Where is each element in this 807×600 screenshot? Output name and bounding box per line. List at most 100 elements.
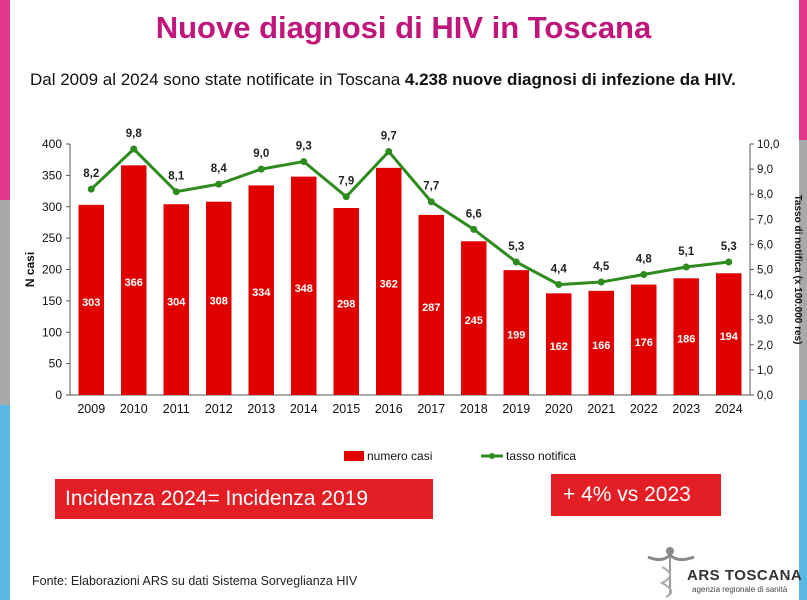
edge-stripe-pink	[0, 0, 10, 200]
y2-tick-label: 6,0	[757, 239, 773, 251]
x-tick-label: 2019	[502, 402, 530, 416]
bar-value-label: 162	[550, 341, 568, 353]
tasso-point	[597, 278, 605, 286]
bar-value-label: 304	[167, 297, 186, 309]
y2-axis-title: Tasso di notifica (x 100.000 res)	[792, 195, 803, 345]
bar-2017	[418, 214, 444, 395]
logo-name: ARS TOSCANA	[687, 567, 803, 584]
tasso-label: 8,1	[168, 171, 185, 183]
subtitle-text: Dal 2009 al 2024 sono state notificate i…	[30, 70, 405, 89]
tasso-point	[87, 185, 95, 193]
y-tick-label: 300	[42, 200, 62, 214]
bar-2013	[248, 185, 274, 395]
legend-label-line: tasso notifica	[506, 449, 576, 463]
y2-tick-label: 8,0	[757, 189, 773, 201]
y2-tick-label: 0,0	[757, 390, 773, 402]
tasso-point	[300, 158, 308, 166]
bar-2012	[206, 201, 232, 395]
bar-2015	[333, 208, 359, 395]
bar-2019	[503, 270, 529, 395]
tasso-label: 4,5	[593, 261, 610, 273]
y-tick-label: 250	[42, 231, 62, 245]
ars-logo-mark	[647, 547, 695, 598]
tasso-label: 9,8	[126, 128, 143, 140]
legend-swatch-bars	[344, 451, 364, 461]
bar-value-label: 298	[337, 299, 355, 311]
y-tick-label: 50	[49, 357, 63, 371]
hiv-chart: 0 50 100 150 200 250 300 350 400 0,0 1,0 2,0 3,0 4,0 5…	[23, 128, 803, 463]
y-tick-label: 400	[42, 137, 62, 151]
tasso-line	[90, 146, 729, 287]
x-tick-label: 2018	[460, 402, 488, 416]
x-tick-label: 2021	[587, 402, 615, 416]
tasso-point	[682, 263, 690, 271]
y-tick-label: 100	[42, 325, 62, 339]
tasso-label: 5,3	[508, 241, 524, 253]
tasso-point	[725, 258, 733, 266]
x-tick-label: 2022	[630, 402, 658, 416]
tasso-point	[512, 258, 520, 266]
y2-tick-label: 7,0	[757, 214, 773, 226]
bar-2018	[461, 241, 487, 395]
bar-value-label: 186	[677, 334, 695, 346]
tasso-point	[130, 145, 138, 153]
x-tick-label: 2024	[715, 402, 743, 416]
tasso-label: 4,8	[636, 254, 653, 266]
y2-tick-label: 2,0	[757, 340, 773, 352]
x-tick-label: 2011	[163, 402, 190, 416]
bar-2014	[291, 176, 317, 395]
x-tick-label: 2012	[205, 402, 233, 416]
x-tick-label: 2015	[332, 402, 360, 416]
tasso-point	[257, 165, 265, 173]
tasso-label: 5,1	[678, 246, 695, 258]
y2-tick-label: 9,0	[757, 164, 773, 176]
bar-value-label: 199	[507, 330, 525, 342]
bar-2022	[631, 284, 657, 395]
source-note: Fonte: Elaborazioni ARS su dati Sistema …	[32, 574, 358, 588]
bar-value-label: 366	[125, 277, 143, 289]
bar-value-label: 194	[720, 331, 739, 343]
bar-value-label: 245	[465, 315, 483, 327]
tasso-label: 6,6	[466, 208, 482, 220]
tasso-label: 7,7	[423, 181, 439, 193]
x-tick-label: 2020	[545, 402, 573, 416]
incidenza-box: Incidenza 2024= Incidenza 2019	[55, 479, 433, 519]
bar-value-label: 334	[252, 287, 271, 299]
subtitle-highlight: 4.238 nuove diagnosi di infezione da HIV…	[404, 70, 736, 89]
tasso-point	[172, 188, 180, 196]
bar-value-label: 362	[380, 278, 398, 290]
tasso-point	[342, 193, 350, 201]
edge-stripe-grey	[0, 200, 10, 405]
tasso-label: 4,4	[551, 264, 568, 276]
y2-tick-label: 1,0	[757, 365, 773, 377]
y-tick-label: 150	[42, 294, 62, 308]
bar-value-label: 308	[210, 295, 228, 307]
x-tick-label: 2016	[375, 402, 403, 416]
bar-2011	[163, 204, 189, 395]
bar-2024	[716, 273, 742, 395]
tasso-label: 9,3	[296, 141, 312, 153]
bar-2016	[376, 167, 402, 395]
y2-tick-label: 5,0	[757, 265, 773, 277]
tasso-label: 9,7	[381, 131, 397, 143]
bar-value-label: 166	[592, 340, 610, 352]
bar-value-label: 176	[635, 337, 653, 349]
variazione-box: + 4% vs 2023	[551, 474, 721, 516]
x-tick-label: 2014	[290, 402, 318, 416]
bar-2020	[546, 293, 572, 395]
x-tick-label: 2013	[247, 402, 275, 416]
y2-tick-label: 4,0	[757, 290, 773, 302]
edge-stripe-blue	[0, 405, 10, 600]
bar-2010	[121, 165, 147, 395]
bar-value-label: 287	[422, 302, 440, 314]
x-tick-label: 2010	[120, 402, 148, 416]
y-tick-label: 0	[55, 388, 62, 402]
tasso-point	[640, 271, 648, 279]
y-tick-label: 350	[42, 168, 62, 182]
tasso-point	[215, 180, 223, 188]
tasso-point	[427, 198, 435, 206]
tasso-label: 9,0	[253, 148, 269, 160]
y-axis-title: N casi	[23, 252, 37, 287]
bar-value-label: 303	[82, 297, 100, 309]
tasso-point	[385, 148, 393, 156]
